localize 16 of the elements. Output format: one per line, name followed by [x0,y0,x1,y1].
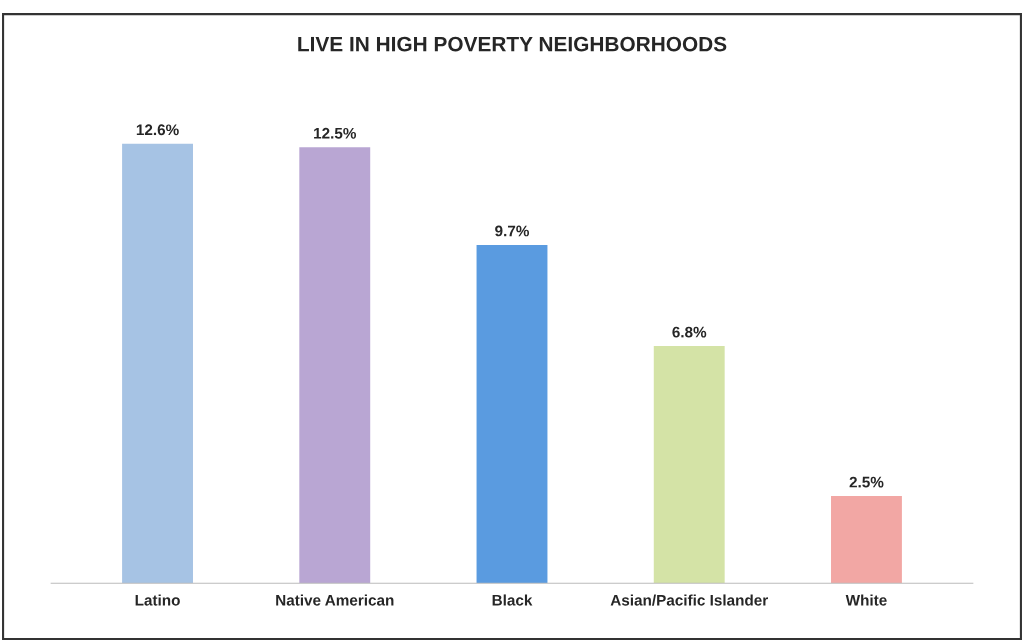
data-label: 12.5% [314,127,357,139]
chart-title: LIVE IN HIGH POVERTY NEIGHBORHOODS [298,36,727,52]
x-tick-label: White [845,594,887,606]
x-tick-label: Asian/Pacific Islander [610,594,768,606]
bar [653,346,725,584]
data-label: 12.6% [136,124,179,136]
data-label: 9.7% [495,225,530,237]
bar [299,147,371,584]
bar [476,244,548,584]
x-tick-label: Native American [276,594,394,606]
x-tick-label: Latino [135,594,180,606]
data-label: 6.8% [672,326,707,338]
bar [122,143,193,584]
x-tick-label: Black [492,594,533,606]
bar [831,496,902,584]
data-label: 2.5% [849,476,884,488]
